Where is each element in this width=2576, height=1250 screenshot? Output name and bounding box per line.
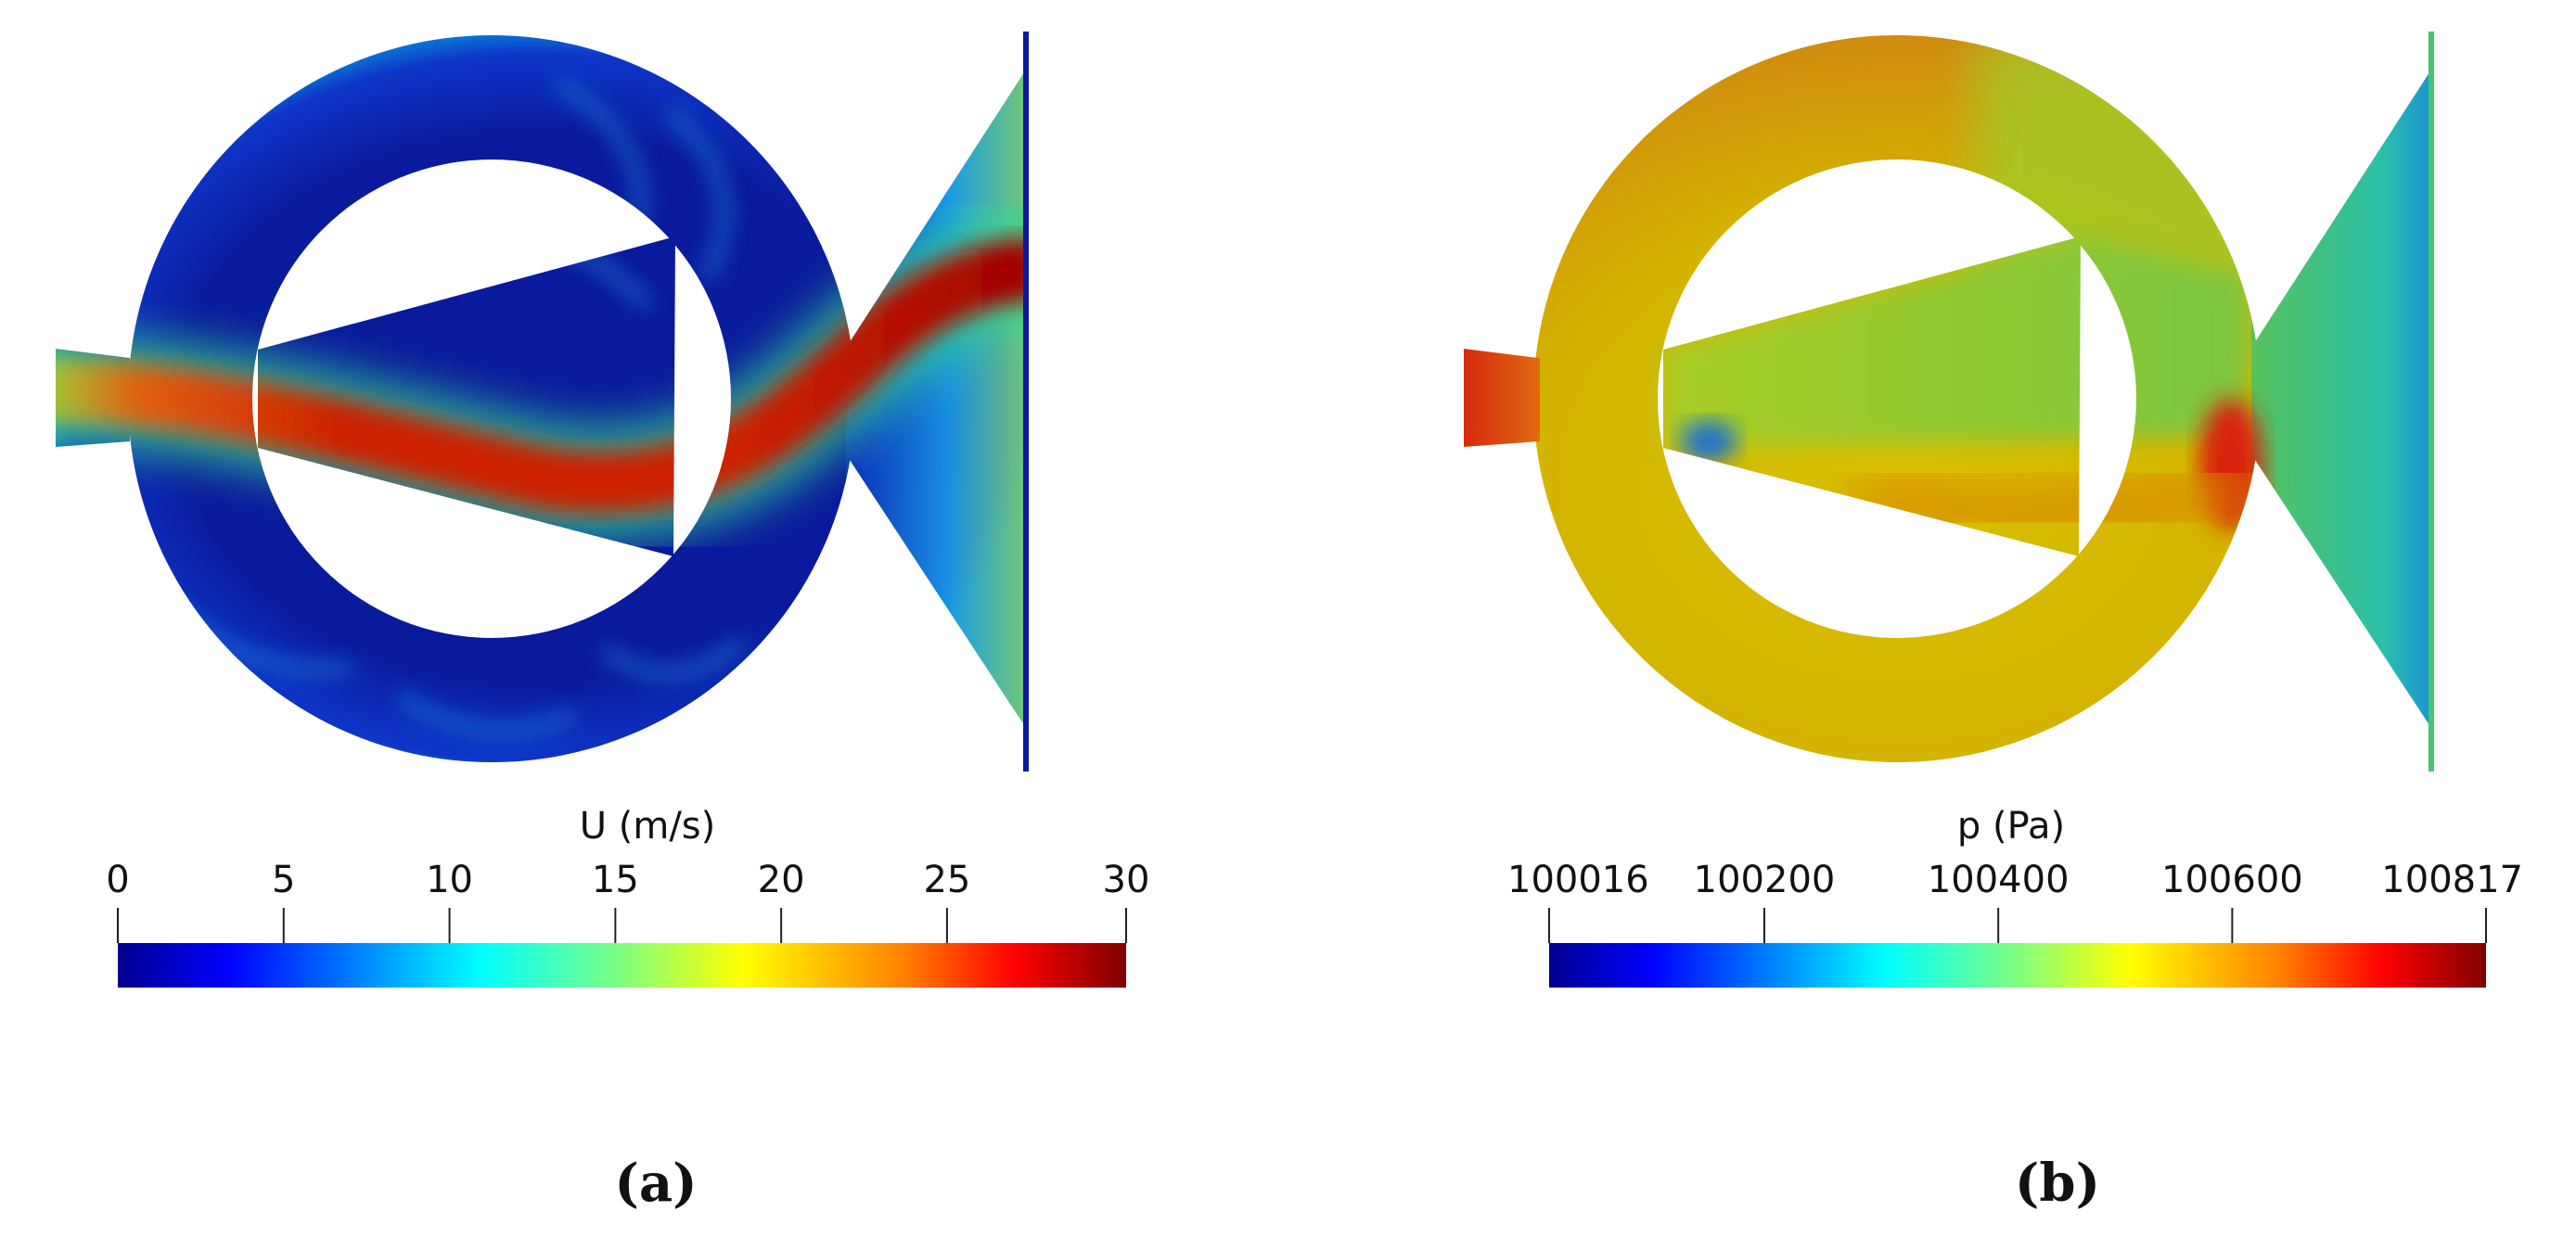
colorbar-tick-label: 25 xyxy=(923,859,970,901)
pressure-field xyxy=(1447,28,2449,788)
pressure-lower-band xyxy=(1852,455,2254,542)
colorbar-tick-label: 5 xyxy=(272,859,295,901)
velocity-vortices xyxy=(154,79,746,735)
colorbar-tick-label: 100200 xyxy=(1694,859,1836,901)
panel-a-caption: (a) xyxy=(614,1153,697,1214)
colorbar-tick-label: 100400 xyxy=(1928,859,2070,901)
colorbar-tick-label: 15 xyxy=(592,859,639,901)
pressure-outlet-region xyxy=(2251,56,2437,742)
colorbar-b-ticks: 100016 100200 100400 100600 100817 xyxy=(1507,859,2523,943)
velocity-field xyxy=(0,28,1095,788)
colorbar-a: U (m/s) 0 5 10 15 20 25 30 xyxy=(106,805,1149,988)
colorbar-a-bar xyxy=(118,943,1126,988)
colorbar-b-title: p (Pa) xyxy=(1957,805,2065,848)
colorbar-tick-label: 100817 xyxy=(2381,859,2523,901)
colorbar-a-title: U (m/s) xyxy=(580,805,715,848)
pressure-low-spot xyxy=(1681,421,1737,462)
colorbar-b: p (Pa) 100016 100200 100400 100600 100817 xyxy=(1507,805,2523,988)
colorbar-tick-label: 30 xyxy=(1103,859,1150,901)
colorbar-b-bar xyxy=(1549,943,2486,988)
pressure-inlet xyxy=(1464,349,1540,447)
colorbar-a-ticks: 0 5 10 15 20 25 30 xyxy=(106,859,1149,943)
panel-a: U (m/s) 0 5 10 15 20 25 30 (a) xyxy=(0,28,1149,1214)
colorbar-tick-label: 100016 xyxy=(1507,859,1649,901)
pressure-wedge xyxy=(1663,236,2245,448)
colorbar-tick-label: 0 xyxy=(106,859,129,901)
panel-b: p (Pa) 100016 100200 100400 100600 100817 (b… xyxy=(1447,28,2523,1214)
colorbar-tick-label: 20 xyxy=(758,859,805,901)
colorbar-tick-label: 100600 xyxy=(2161,859,2303,901)
colorbar-tick-label: 10 xyxy=(426,859,473,901)
panel-b-caption: (b) xyxy=(2015,1153,2100,1214)
velocity-jet-core xyxy=(36,237,1040,515)
